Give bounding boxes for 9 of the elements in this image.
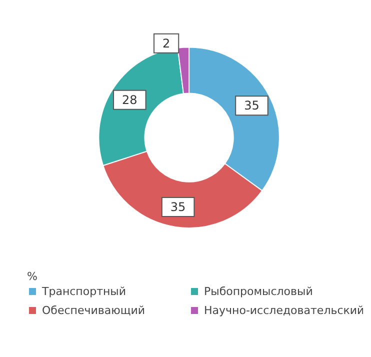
- legend-label: Транспортный: [41, 285, 126, 298]
- legend-label: Научно-исследовательский: [204, 304, 364, 317]
- data-label: 28: [122, 92, 138, 107]
- legend-label: Рыбопромысловый: [204, 285, 313, 298]
- data-label: 35: [244, 98, 260, 113]
- legend-title: %: [27, 270, 38, 283]
- data-label: 35: [170, 200, 186, 214]
- legend-label: Обеспечивающий: [42, 304, 146, 317]
- data-label: 2: [162, 36, 170, 50]
